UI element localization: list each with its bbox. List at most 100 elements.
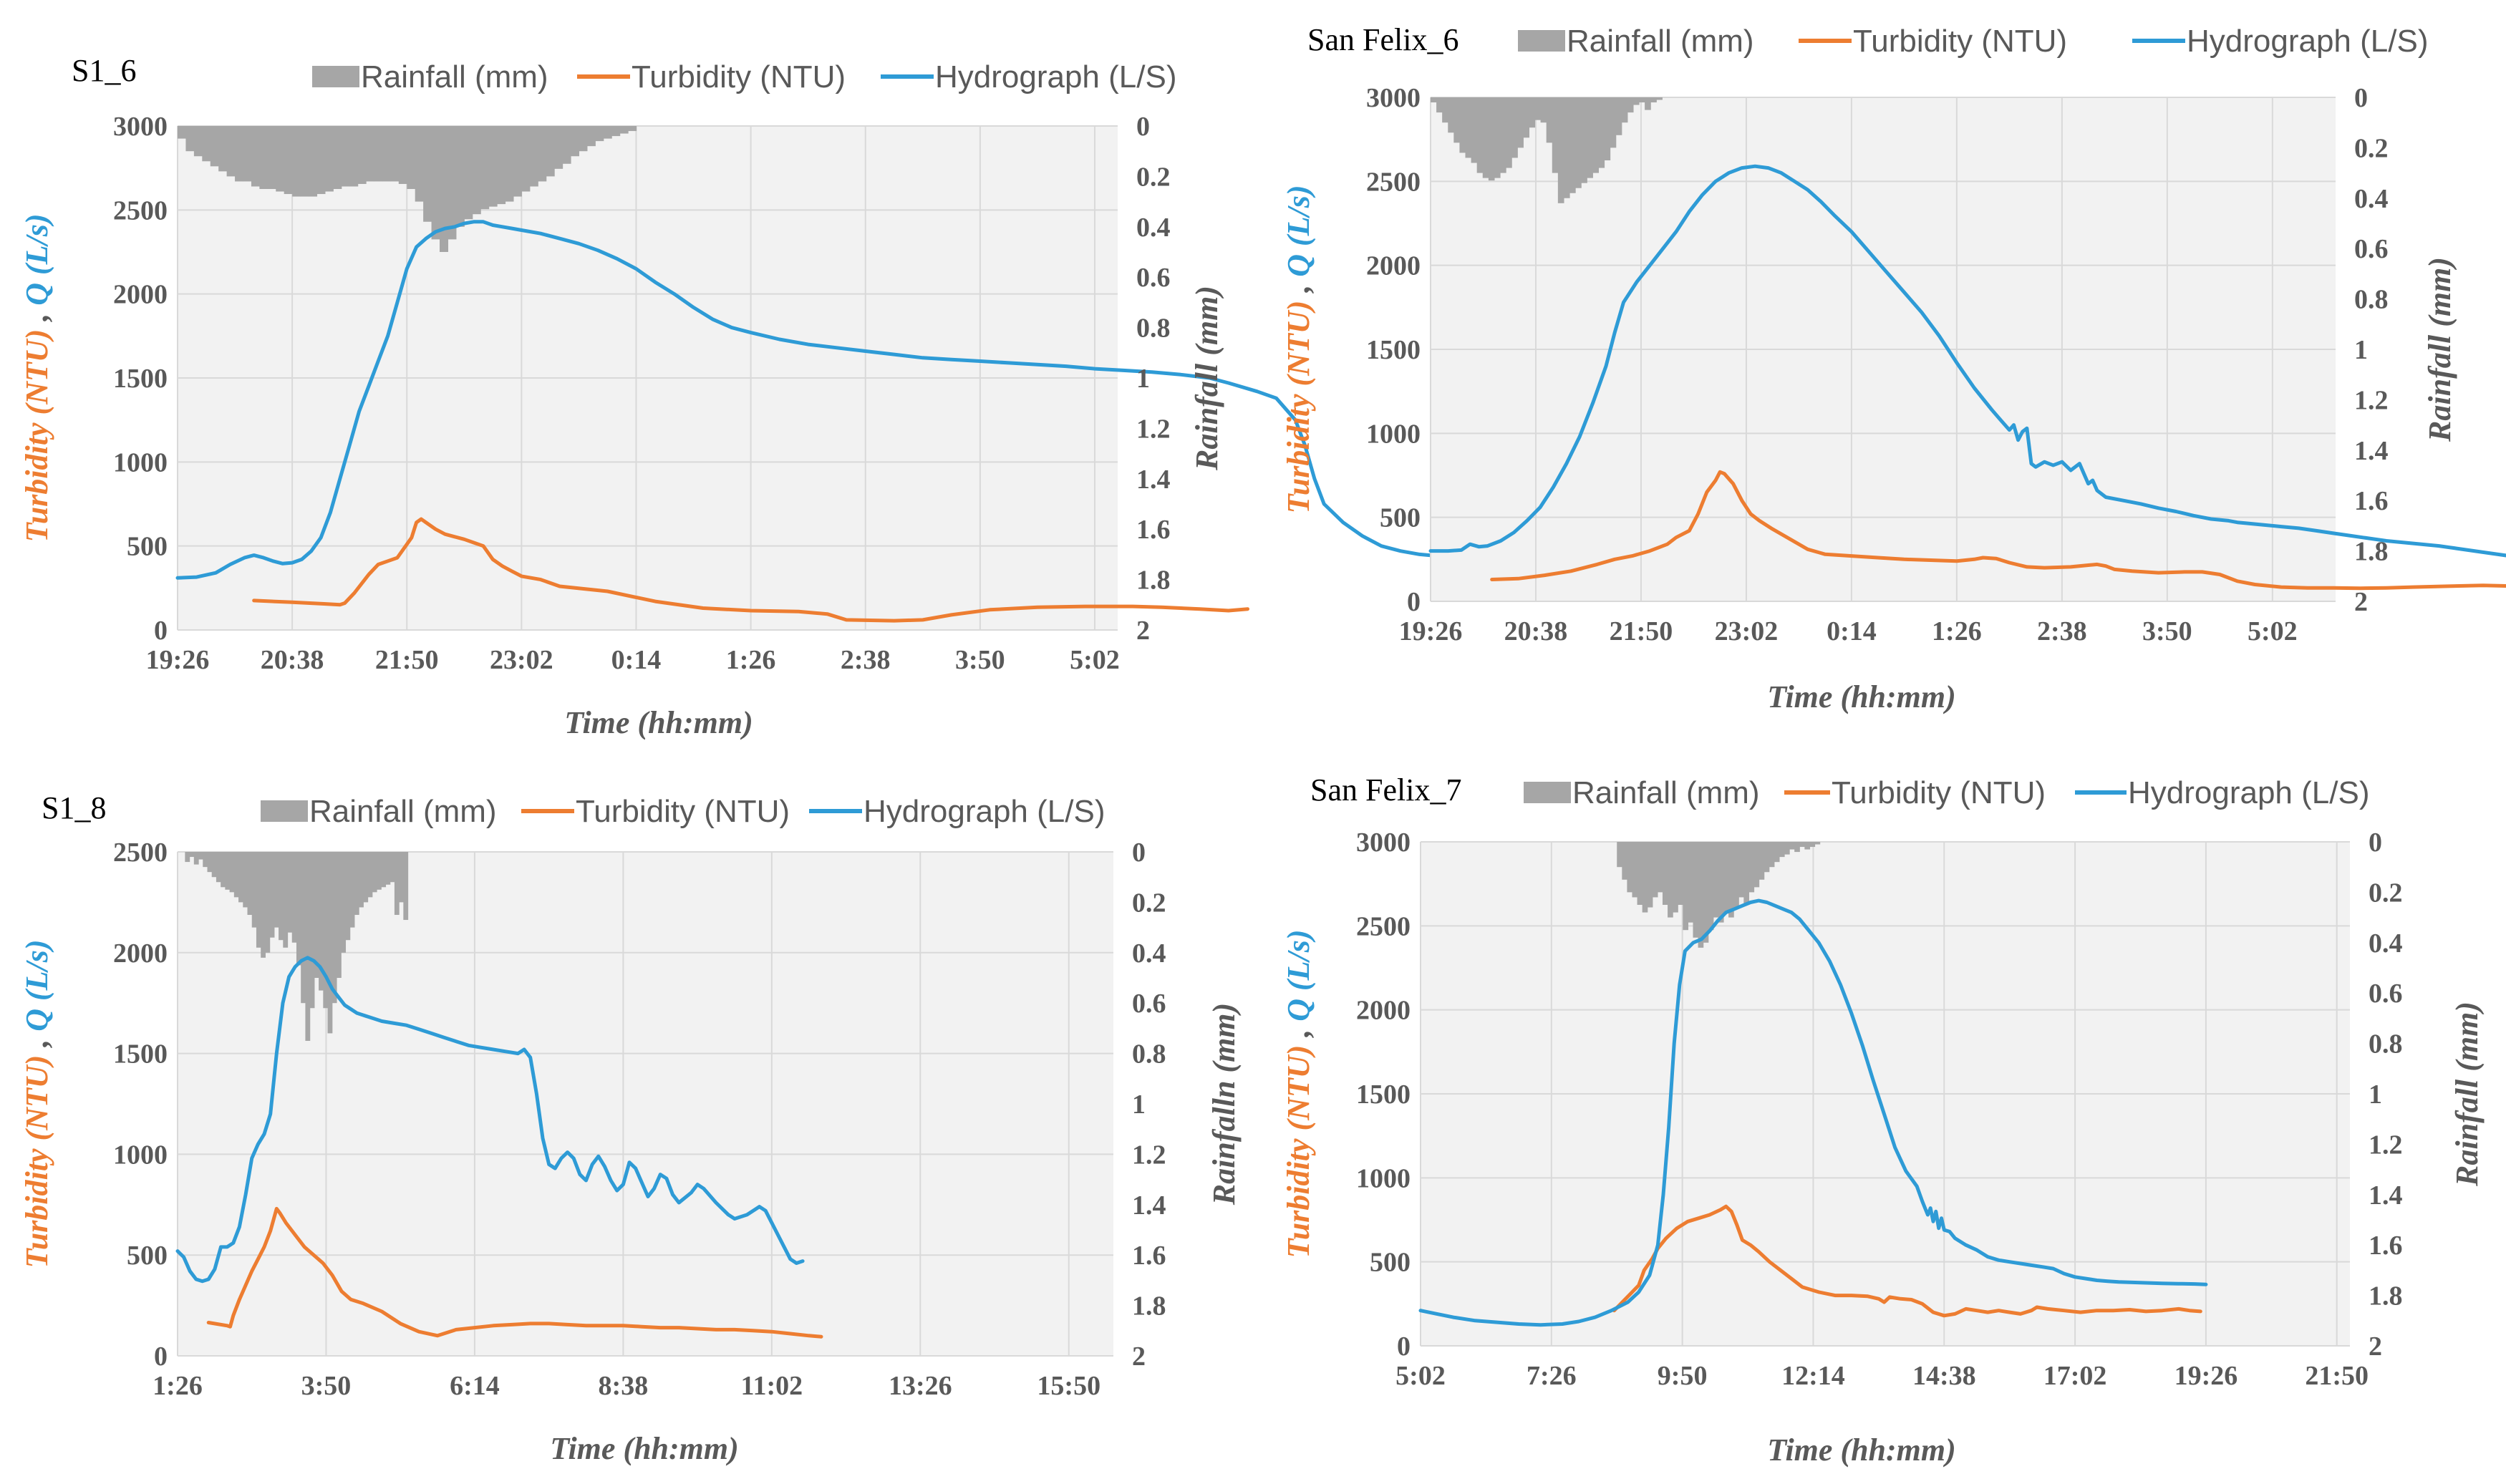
rainfall-bar <box>316 126 326 195</box>
rainfall-bar <box>327 852 333 1034</box>
y2-tick-label: 0 <box>1132 838 1146 868</box>
rainfall-bar <box>1693 842 1699 938</box>
y2-tick-label: 1.4 <box>1136 465 1171 495</box>
rainfall-bar <box>301 852 306 1004</box>
rainfall-bar <box>324 126 334 192</box>
y-tick-labels: 0 500 1000 1500 2000 2500 3000 <box>1356 828 1411 1362</box>
rainfall-bar <box>1587 97 1593 178</box>
rainfall-bar <box>538 126 547 182</box>
rainfall-bar <box>1789 842 1795 850</box>
rainfall-bar <box>210 126 219 167</box>
rainfall-bar <box>1529 97 1536 128</box>
rainfall-bar <box>345 852 351 941</box>
rainfall-bar <box>1557 97 1564 203</box>
hydrograph-line <box>175 220 1460 580</box>
x-tick-label: 5:02 <box>1395 1361 1446 1391</box>
rainfall-bar <box>1809 842 1816 848</box>
y2-tick-label: 0 <box>2369 828 2382 858</box>
y2-tick-label: 1.6 <box>1136 515 1171 545</box>
rainfall-bar <box>439 126 449 252</box>
rainfall-bar <box>185 126 195 152</box>
rainfall-bar <box>243 852 248 908</box>
y-tick-label: 1500 <box>113 364 168 394</box>
x-tick-label: 5:02 <box>2248 616 2298 646</box>
rainfall-bar <box>225 852 231 890</box>
rainfall-bar <box>323 852 329 1009</box>
y2-tick-label: 1.8 <box>1136 566 1171 596</box>
rainfall-bar <box>1713 842 1719 918</box>
rainfall-bar <box>238 852 243 903</box>
y2-tick-label: 1.2 <box>1136 414 1171 444</box>
x-tick-label: 2:38 <box>841 645 891 675</box>
rainfall-bar <box>349 852 355 928</box>
y-axis-title-turbidity: Turbidity (NTU) <box>1281 301 1316 514</box>
series-lines <box>1418 898 2208 1327</box>
legend: Rainfall (mm) Turbidity (NTU) Hydrograph… <box>1524 775 2369 810</box>
rainfall-bar <box>579 126 588 152</box>
y2-tick-label: 0.8 <box>2354 285 2389 315</box>
y2-tick-labels: 0 0.2 0.4 0.6 0.8 1 1.2 1.4 1.6 1.8 2 <box>2369 828 2403 1362</box>
y-tick-label: 500 <box>1380 503 1421 533</box>
rainfall-bar <box>1668 842 1673 918</box>
y2-tick-label: 0.4 <box>2369 928 2403 959</box>
rainfall-bar <box>363 852 369 903</box>
x-tick-labels: 19:26 20:38 21:50 23:02 0:14 1:26 2:38 3:50 5:02 <box>146 645 1120 675</box>
x-tick-label: 23:02 <box>1715 616 1779 646</box>
y-tick-labels: 0 500 1000 1500 2000 2500 3000 <box>113 112 168 646</box>
rainfall-bar <box>300 126 309 197</box>
rainfall-bar <box>1753 842 1760 888</box>
rainfall-bars <box>1617 842 1821 948</box>
x-tick-label: 14:38 <box>1912 1361 1976 1391</box>
gridlines <box>177 851 1113 1357</box>
y-tick-label: 500 <box>127 1241 168 1271</box>
rainfall-bar <box>251 126 260 187</box>
rainfall-bar <box>570 126 580 157</box>
y-tick-label: 2500 <box>1366 167 1421 197</box>
x-tick-label: 11:02 <box>741 1371 803 1401</box>
y2-tick-label: 0.6 <box>1136 263 1171 293</box>
rainfall-bar <box>1764 842 1770 873</box>
x-tick-label: 20:38 <box>261 645 324 675</box>
rainfall-bar <box>385 852 391 885</box>
chart-panel-s1-8: S1_8 Rainfall (mm) Turbidity (NTU) Hydro… <box>19 790 1242 1466</box>
rainfall-bar <box>1637 842 1643 905</box>
y-tick-label: 0 <box>1397 1332 1411 1362</box>
legend-hydrograph-label: Hydrograph (L/S) <box>2187 24 2428 59</box>
rainfall-bar <box>1642 842 1648 913</box>
x-tick-label: 19:26 <box>146 645 210 675</box>
rainfall-bar <box>415 126 424 202</box>
rainfall-bar <box>259 126 268 189</box>
rainfall-bar <box>1476 97 1484 173</box>
rainfall-bar <box>216 852 221 883</box>
rainfall-bar <box>1453 97 1461 143</box>
rainfall-bar <box>309 852 315 1009</box>
rainfall-bar <box>1814 842 1821 845</box>
y2-tick-label: 1.4 <box>2354 436 2389 466</box>
rainfall-bar <box>333 126 342 189</box>
rainfall-bar <box>480 126 490 210</box>
rainfall-bar <box>1662 842 1668 905</box>
rainfall-bar <box>1448 97 1454 133</box>
rainfall-bar <box>1598 97 1605 168</box>
rainfall-bar <box>1488 97 1495 181</box>
y-tick-label: 0 <box>154 616 168 646</box>
rainfall-bar <box>1769 842 1775 868</box>
y2-tick-label: 0.8 <box>1136 314 1171 344</box>
y-tick-label: 1000 <box>1356 1163 1411 1193</box>
y2-axis-title: Rainfalln (mm) <box>1206 1003 1242 1206</box>
rainfall-bar <box>472 126 481 215</box>
rainfall-bar <box>562 126 571 164</box>
rainfall-bar <box>198 852 203 860</box>
x-tick-label: 0:14 <box>1827 616 1877 646</box>
rainfall-bar <box>1523 97 1530 138</box>
y2-tick-label: 1.2 <box>2369 1130 2403 1160</box>
rainfall-bar <box>455 126 465 227</box>
y2-tick-label: 0.4 <box>2354 184 2389 214</box>
y-axis-title-q: Q (L/s) <box>19 939 54 1031</box>
y-axis-title-separator: , <box>1281 1022 1316 1045</box>
rainfall-bar <box>1728 842 1734 918</box>
y-axis-title-separator: , <box>19 1032 54 1055</box>
x-tick-label: 21:50 <box>375 645 439 675</box>
y2-tick-label: 0.2 <box>2354 133 2389 163</box>
rainfall-bar <box>1779 842 1785 858</box>
